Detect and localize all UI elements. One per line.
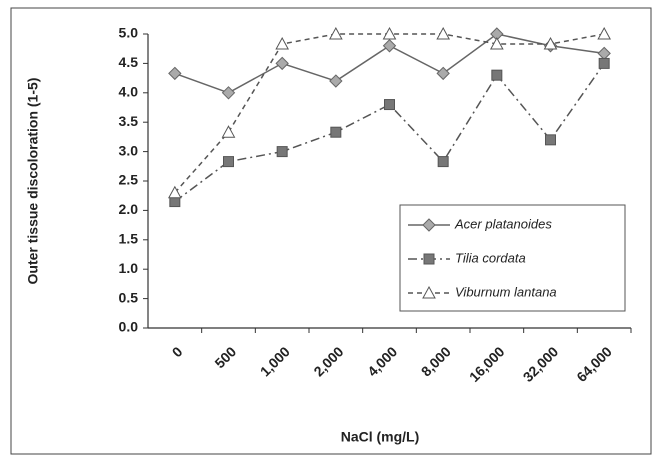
y-tick-label: 0.0 xyxy=(119,319,139,335)
legend-label: Acer platanoides xyxy=(454,216,552,231)
point xyxy=(168,66,182,81)
point xyxy=(275,36,290,50)
legend-marker xyxy=(422,285,436,299)
point xyxy=(329,74,343,88)
point xyxy=(437,156,449,168)
x-axis-title: NaCl (mg/L) xyxy=(341,429,420,445)
x-tick-label: 16,000 xyxy=(466,343,508,385)
y-tick-label: 2.5 xyxy=(119,172,139,188)
legend-marker xyxy=(423,253,435,265)
point xyxy=(221,86,236,100)
point xyxy=(384,99,395,111)
y-tick-label: 4.0 xyxy=(119,84,139,100)
x-tick-label: 500 xyxy=(211,343,239,371)
point xyxy=(545,134,556,146)
point xyxy=(275,56,289,71)
x-tick-label: 8,000 xyxy=(418,343,454,379)
point xyxy=(330,126,342,138)
y-tick-label: 0.5 xyxy=(119,289,139,305)
series-line xyxy=(174,33,605,194)
x-tick-label: 0 xyxy=(169,343,186,360)
legend-label: Tilia cordata xyxy=(455,250,526,265)
point xyxy=(598,57,610,69)
series-line xyxy=(174,62,605,203)
point xyxy=(276,146,288,158)
y-tick-label: 4.5 xyxy=(119,54,139,70)
point xyxy=(597,46,611,61)
point xyxy=(489,36,504,50)
y-tick-label: 1.5 xyxy=(119,231,139,247)
point xyxy=(543,36,558,50)
point xyxy=(436,66,450,81)
y-tick-label: 2.0 xyxy=(119,201,139,217)
x-tick-label: 1,000 xyxy=(257,343,293,379)
point xyxy=(223,156,234,168)
point xyxy=(491,69,503,81)
point xyxy=(597,26,612,40)
y-tick-label: 3.0 xyxy=(119,142,139,158)
y-tick-label: 1.0 xyxy=(119,260,139,276)
point xyxy=(328,26,343,40)
point xyxy=(382,26,397,40)
y-tick-label: 3.5 xyxy=(119,113,139,129)
legend-marker xyxy=(422,218,436,232)
y-axis-title: Outer tissue discoloration (1-5) xyxy=(25,78,41,285)
x-tick-label: 32,000 xyxy=(520,343,562,385)
x-tick-label: 4,000 xyxy=(364,343,400,379)
y-tick-label: 5.0 xyxy=(119,25,139,41)
x-tick-label: 2,000 xyxy=(310,343,346,379)
point xyxy=(167,185,182,199)
x-tick-label: 64,000 xyxy=(573,343,615,385)
legend-label: Viburnum lantana xyxy=(455,284,557,299)
point xyxy=(436,26,451,40)
point xyxy=(382,39,397,53)
frame xyxy=(10,7,652,455)
point xyxy=(221,125,236,138)
